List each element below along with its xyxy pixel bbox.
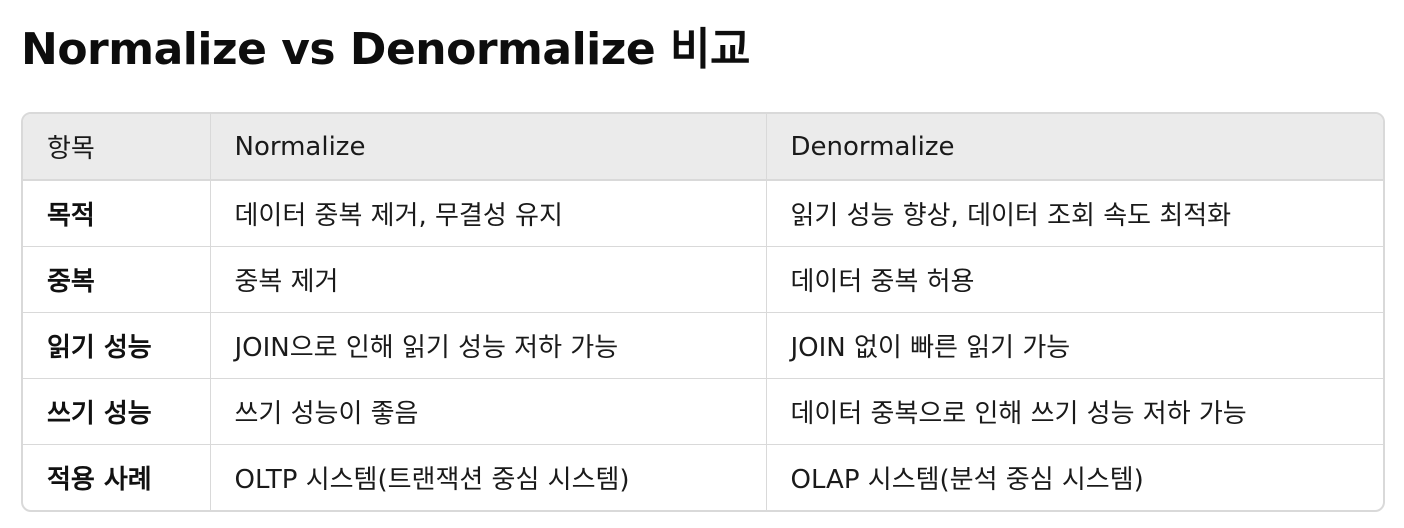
normalize-cell: 중복 제거: [210, 246, 767, 313]
table-row: 목적 데이터 중복 제거, 무결성 유지 읽기 성능 향상, 데이터 조회 속도…: [23, 180, 1383, 247]
row-item-cell: 적용 사례: [23, 444, 211, 510]
denormalize-cell: JOIN 없이 빠른 읽기 가능: [766, 312, 1383, 379]
row-item-cell: 읽기 성능: [23, 312, 211, 379]
table-row: 쓰기 성능 쓰기 성능이 좋음 데이터 중복으로 인해 쓰기 성능 저하 가능: [23, 378, 1383, 445]
table-row: 중복 중복 제거 데이터 중복 허용: [23, 246, 1383, 313]
denormalize-cell: 데이터 중복 허용: [766, 246, 1383, 313]
normalize-cell: 데이터 중복 제거, 무결성 유지: [210, 180, 767, 247]
denormalize-cell: OLAP 시스템(분석 중심 시스템): [790, 465, 1144, 495]
table-header-row: 항목 Normalize Denormalize: [23, 114, 1383, 181]
row-item-cell: 쓰기 성능: [23, 378, 211, 445]
page-title: Normalize vs Denormalize 비교: [21, 24, 750, 75]
table-row: 읽기 성능 JOIN으로 인해 읽기 성능 저하 가능 JOIN 없이 빠른 읽…: [23, 312, 1383, 379]
denormalize-cell: 데이터 중복으로 인해 쓰기 성능 저하 가능: [766, 378, 1383, 445]
normalize-cell: OLTP 시스템(트랜잭션 중심 시스템): [210, 444, 767, 510]
header-item: 항목: [23, 114, 211, 181]
header-denormalize: Denormalize: [766, 114, 1383, 181]
denormalize-cell: 읽기 성능 향상, 데이터 조회 속도 최적화: [766, 180, 1383, 247]
header-normalize: Normalize: [210, 114, 767, 181]
row-item-cell: 목적: [23, 180, 211, 247]
row-item-cell: 중복: [23, 246, 211, 313]
comparison-table: 항목 Normalize Denormalize 목적 데이터 중복 제거, 무…: [21, 112, 1385, 512]
normalize-cell: 쓰기 성능이 좋음: [210, 378, 767, 445]
table-row: 적용 사례 OLTP 시스템(트랜잭션 중심 시스템) OLAP 시스템(분석 …: [23, 444, 1383, 510]
normalize-cell: JOIN으로 인해 읽기 성능 저하 가능: [210, 312, 767, 379]
